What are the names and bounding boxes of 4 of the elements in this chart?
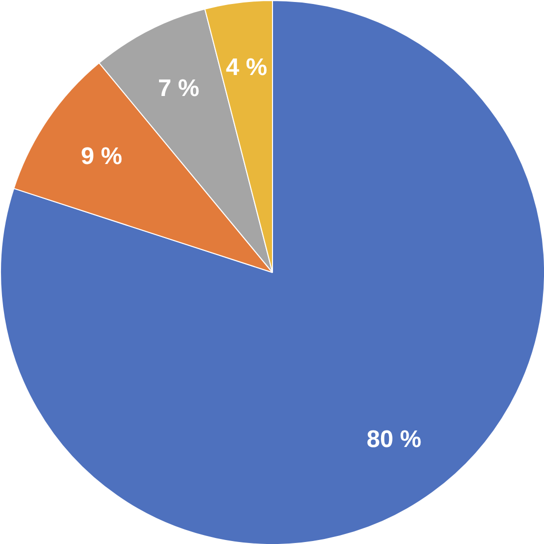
data-label: 4 % (226, 54, 268, 81)
data-label: 80 % (366, 426, 422, 454)
data-label: 7 % (158, 74, 200, 102)
data-label: 9 % (80, 142, 122, 170)
